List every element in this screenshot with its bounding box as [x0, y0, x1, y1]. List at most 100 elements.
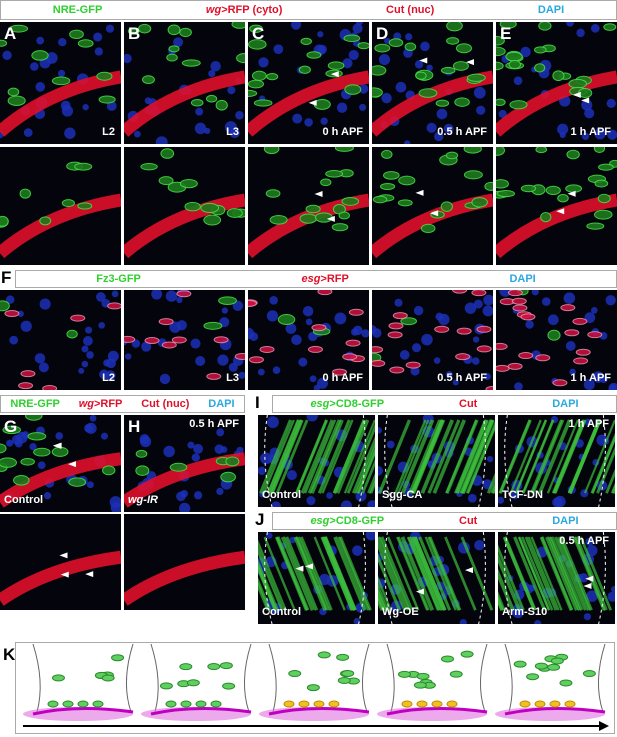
legend-item: NRE-GFP	[10, 398, 60, 410]
stage-label: 0 h APF	[322, 126, 363, 138]
panel-letter: F	[1, 268, 12, 287]
condition-label: wg-IR	[128, 494, 158, 506]
stage-label: 0.5 h APF	[559, 535, 609, 547]
stage-label: 0.5 h APF	[437, 372, 487, 384]
condition-label: TCF-DN	[502, 489, 543, 501]
micrograph	[258, 532, 375, 624]
legend-bar: esg>CD8-GFP Cut DAPI	[272, 512, 617, 530]
stage-label: 1 h APF	[568, 418, 609, 430]
legend-text: DAPI	[509, 273, 536, 285]
condition-label: Control	[262, 489, 302, 501]
panel-letter: B	[128, 24, 141, 43]
legend-text: DAPI	[552, 398, 579, 410]
micrograph	[496, 290, 617, 390]
stage-label: L3	[226, 372, 239, 384]
micrograph	[0, 514, 121, 610]
panel-letter: C	[252, 24, 265, 43]
legend-text: DAPI	[552, 515, 579, 527]
legend-item: Cut (nuc)	[141, 398, 189, 410]
stage-label: 1 h APF	[570, 126, 611, 138]
legend-item: Cut (nuc)	[386, 4, 434, 16]
legend-italic: wg	[78, 398, 94, 410]
legend-italic: esg	[301, 273, 321, 285]
legend-bar: NRE-GFP wg>RFP Cut (nuc) DAPI	[0, 395, 245, 413]
legend-text: >CD8-GFP	[329, 398, 385, 410]
stage-label: 0.5 h APF	[189, 418, 239, 430]
micrograph	[378, 415, 495, 507]
legend-bar: esg>CD8-GFP Cut DAPI	[272, 395, 617, 413]
legend-text: Cut	[459, 515, 478, 527]
legend-italic: wg	[205, 4, 222, 16]
micrograph	[248, 22, 369, 144]
legend-item: Cut	[459, 398, 477, 410]
panel-letter: E	[500, 24, 512, 43]
legend-text: Cut (nuc)	[141, 398, 190, 410]
stage-label: L3	[226, 126, 239, 138]
legend-italic: esg	[310, 398, 330, 410]
legend-text: Fz3-GFP	[96, 273, 141, 285]
micrograph	[372, 22, 493, 144]
legend-text: >CD8-GFP	[329, 515, 385, 527]
legend-item: esg>CD8-GFP	[310, 515, 384, 527]
legend-bar: Fz3-GFP esg>RFP DAPI	[15, 270, 617, 288]
stage-label: L2	[102, 126, 115, 138]
panel-letter: I	[255, 393, 260, 412]
micrograph	[0, 147, 121, 265]
micrograph	[0, 415, 121, 512]
micrograph	[124, 514, 245, 610]
panel-letter: D	[376, 24, 389, 43]
legend-text: NRE-GFP	[10, 398, 60, 410]
legend-item: DAPI	[509, 273, 535, 285]
legend-item: Cut	[459, 515, 477, 527]
legend-text: >RFP	[320, 273, 349, 285]
stage-label: 0 h APF	[322, 372, 363, 384]
micrograph	[0, 22, 121, 144]
stage-label: 1 h APF	[570, 372, 611, 384]
legend-item: DAPI	[552, 515, 578, 527]
legend-text: DAPI	[208, 398, 235, 410]
panel-letter: G	[4, 417, 18, 436]
legend-item: NRE-GFP	[53, 4, 103, 16]
micrograph	[496, 22, 617, 144]
schematic	[15, 642, 615, 734]
micrograph	[378, 532, 495, 624]
condition-label: Sgg-CA	[382, 489, 423, 501]
legend-text: >RFP	[93, 398, 123, 410]
legend-item: esg>CD8-GFP	[310, 398, 384, 410]
micrograph	[124, 290, 245, 390]
legend-item: Fz3-GFP	[96, 273, 141, 285]
micrograph	[258, 415, 375, 507]
condition-label: Control	[262, 606, 302, 618]
legend-text: NRE-GFP	[52, 4, 103, 16]
condition-label: Arm-S10	[502, 606, 548, 618]
panel-letter: J	[255, 510, 265, 529]
micrograph	[124, 147, 245, 265]
legend-item: DAPI	[552, 398, 578, 410]
condition-label: Control	[4, 494, 44, 506]
legend-text: Cut (nuc)	[386, 4, 435, 16]
micrograph	[0, 290, 121, 390]
panel-letter: H	[128, 417, 141, 436]
legend-text: Cut	[459, 398, 478, 410]
micrograph	[498, 532, 615, 624]
legend-item: wg>RFP	[79, 398, 123, 410]
legend-text: >RFP (cyto)	[221, 4, 283, 16]
legend-bar: NRE-GFP wg>RFP (cyto) Cut (nuc) DAPI	[0, 0, 617, 20]
legend-italic: esg	[310, 515, 330, 527]
panel-letter: A	[4, 24, 17, 43]
legend-item: wg>RFP (cyto)	[206, 4, 283, 16]
legend-text: DAPI	[537, 4, 565, 16]
micrograph	[372, 290, 493, 390]
micrograph	[124, 415, 245, 512]
micrograph	[124, 22, 245, 144]
legend-item: DAPI	[208, 398, 234, 410]
legend-item: esg>RFP	[301, 273, 348, 285]
micrograph	[248, 147, 369, 265]
panel-letter: K	[3, 645, 16, 664]
micrograph	[372, 147, 493, 265]
micrograph	[496, 147, 617, 265]
micrograph	[248, 290, 369, 390]
stage-label: 0.5 h APF	[437, 126, 487, 138]
micrograph	[498, 415, 615, 507]
